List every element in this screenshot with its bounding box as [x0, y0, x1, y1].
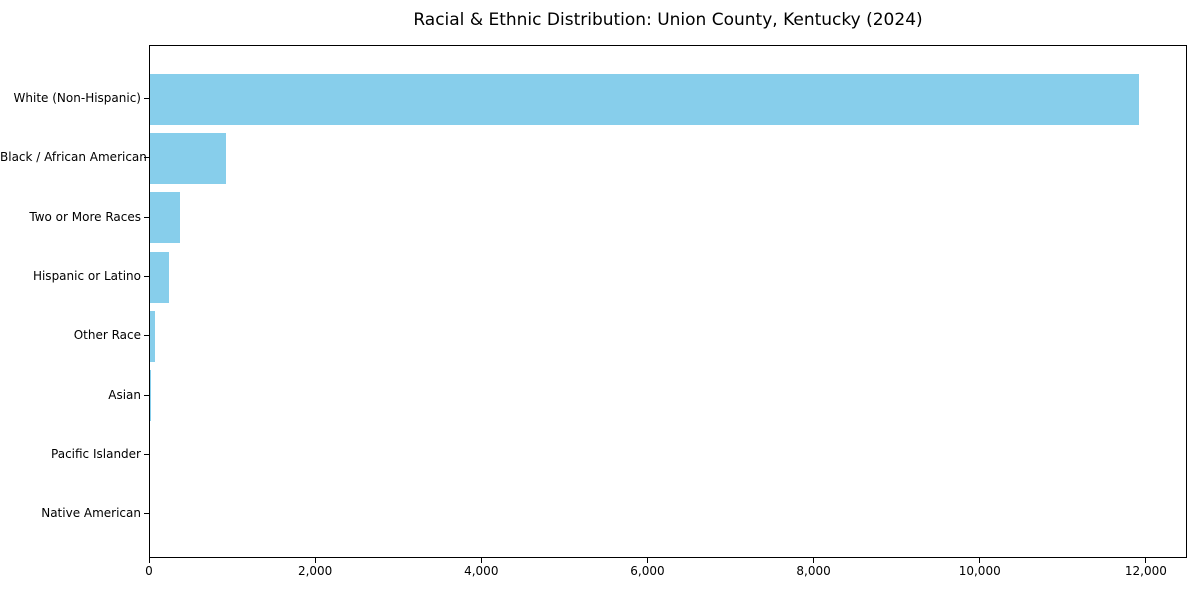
- bar-hispanic-or-latino: [150, 251, 169, 303]
- y-tick-label-other-race: Other Race: [73, 328, 141, 343]
- x-tick-label: 10,000: [958, 564, 1001, 578]
- x-tick-mark: [480, 558, 482, 563]
- x-tick-mark: [314, 558, 316, 563]
- x-tick-mark: [979, 558, 981, 563]
- x-tick-mark: [148, 558, 150, 563]
- y-tick-mark: [144, 216, 149, 218]
- x-tick-label: 0: [145, 564, 153, 578]
- plot-area: [149, 45, 1187, 558]
- y-tick-mark: [144, 394, 149, 396]
- y-tick-mark: [144, 513, 149, 515]
- bar-asian: [150, 370, 151, 422]
- chart-title: Racial & Ethnic Distribution: Union Coun…: [413, 10, 923, 30]
- y-tick-label-asian: Asian: [108, 387, 141, 402]
- x-tick-label: 8,000: [796, 564, 831, 578]
- y-tick-label-hispanic-or-latino: Hispanic or Latino: [32, 269, 141, 284]
- y-tick-label-two-or-more-races: Two or More Races: [29, 209, 141, 224]
- y-tick-label-native-american: Native American: [41, 506, 141, 521]
- y-tick-label-pacific-islander: Pacific Islander: [51, 447, 141, 462]
- x-tick-mark: [813, 558, 815, 563]
- y-tick-label-black-african-american: Black / African American: [0, 150, 147, 165]
- x-tick-label: 12,000: [1124, 564, 1167, 578]
- y-tick-mark: [144, 157, 149, 159]
- x-tick-label: 2,000: [297, 564, 333, 578]
- y-tick-mark: [144, 98, 149, 99]
- x-tick-mark: [646, 558, 648, 563]
- y-tick-label-white-non-hispanic: White (Non-Hispanic): [13, 91, 141, 105]
- x-tick-mark: [1145, 558, 1147, 563]
- y-tick-mark: [144, 454, 149, 456]
- bar-other-race: [150, 310, 155, 362]
- x-tick-label: 4,000: [464, 564, 499, 578]
- bar-white-non-hispanic: [150, 73, 1139, 125]
- bar-black-african-american: [150, 132, 226, 184]
- y-tick-mark: [144, 276, 149, 278]
- x-tick-label: 6,000: [630, 564, 665, 578]
- y-tick-mark: [144, 335, 149, 337]
- bar-two-or-more-races: [150, 192, 180, 244]
